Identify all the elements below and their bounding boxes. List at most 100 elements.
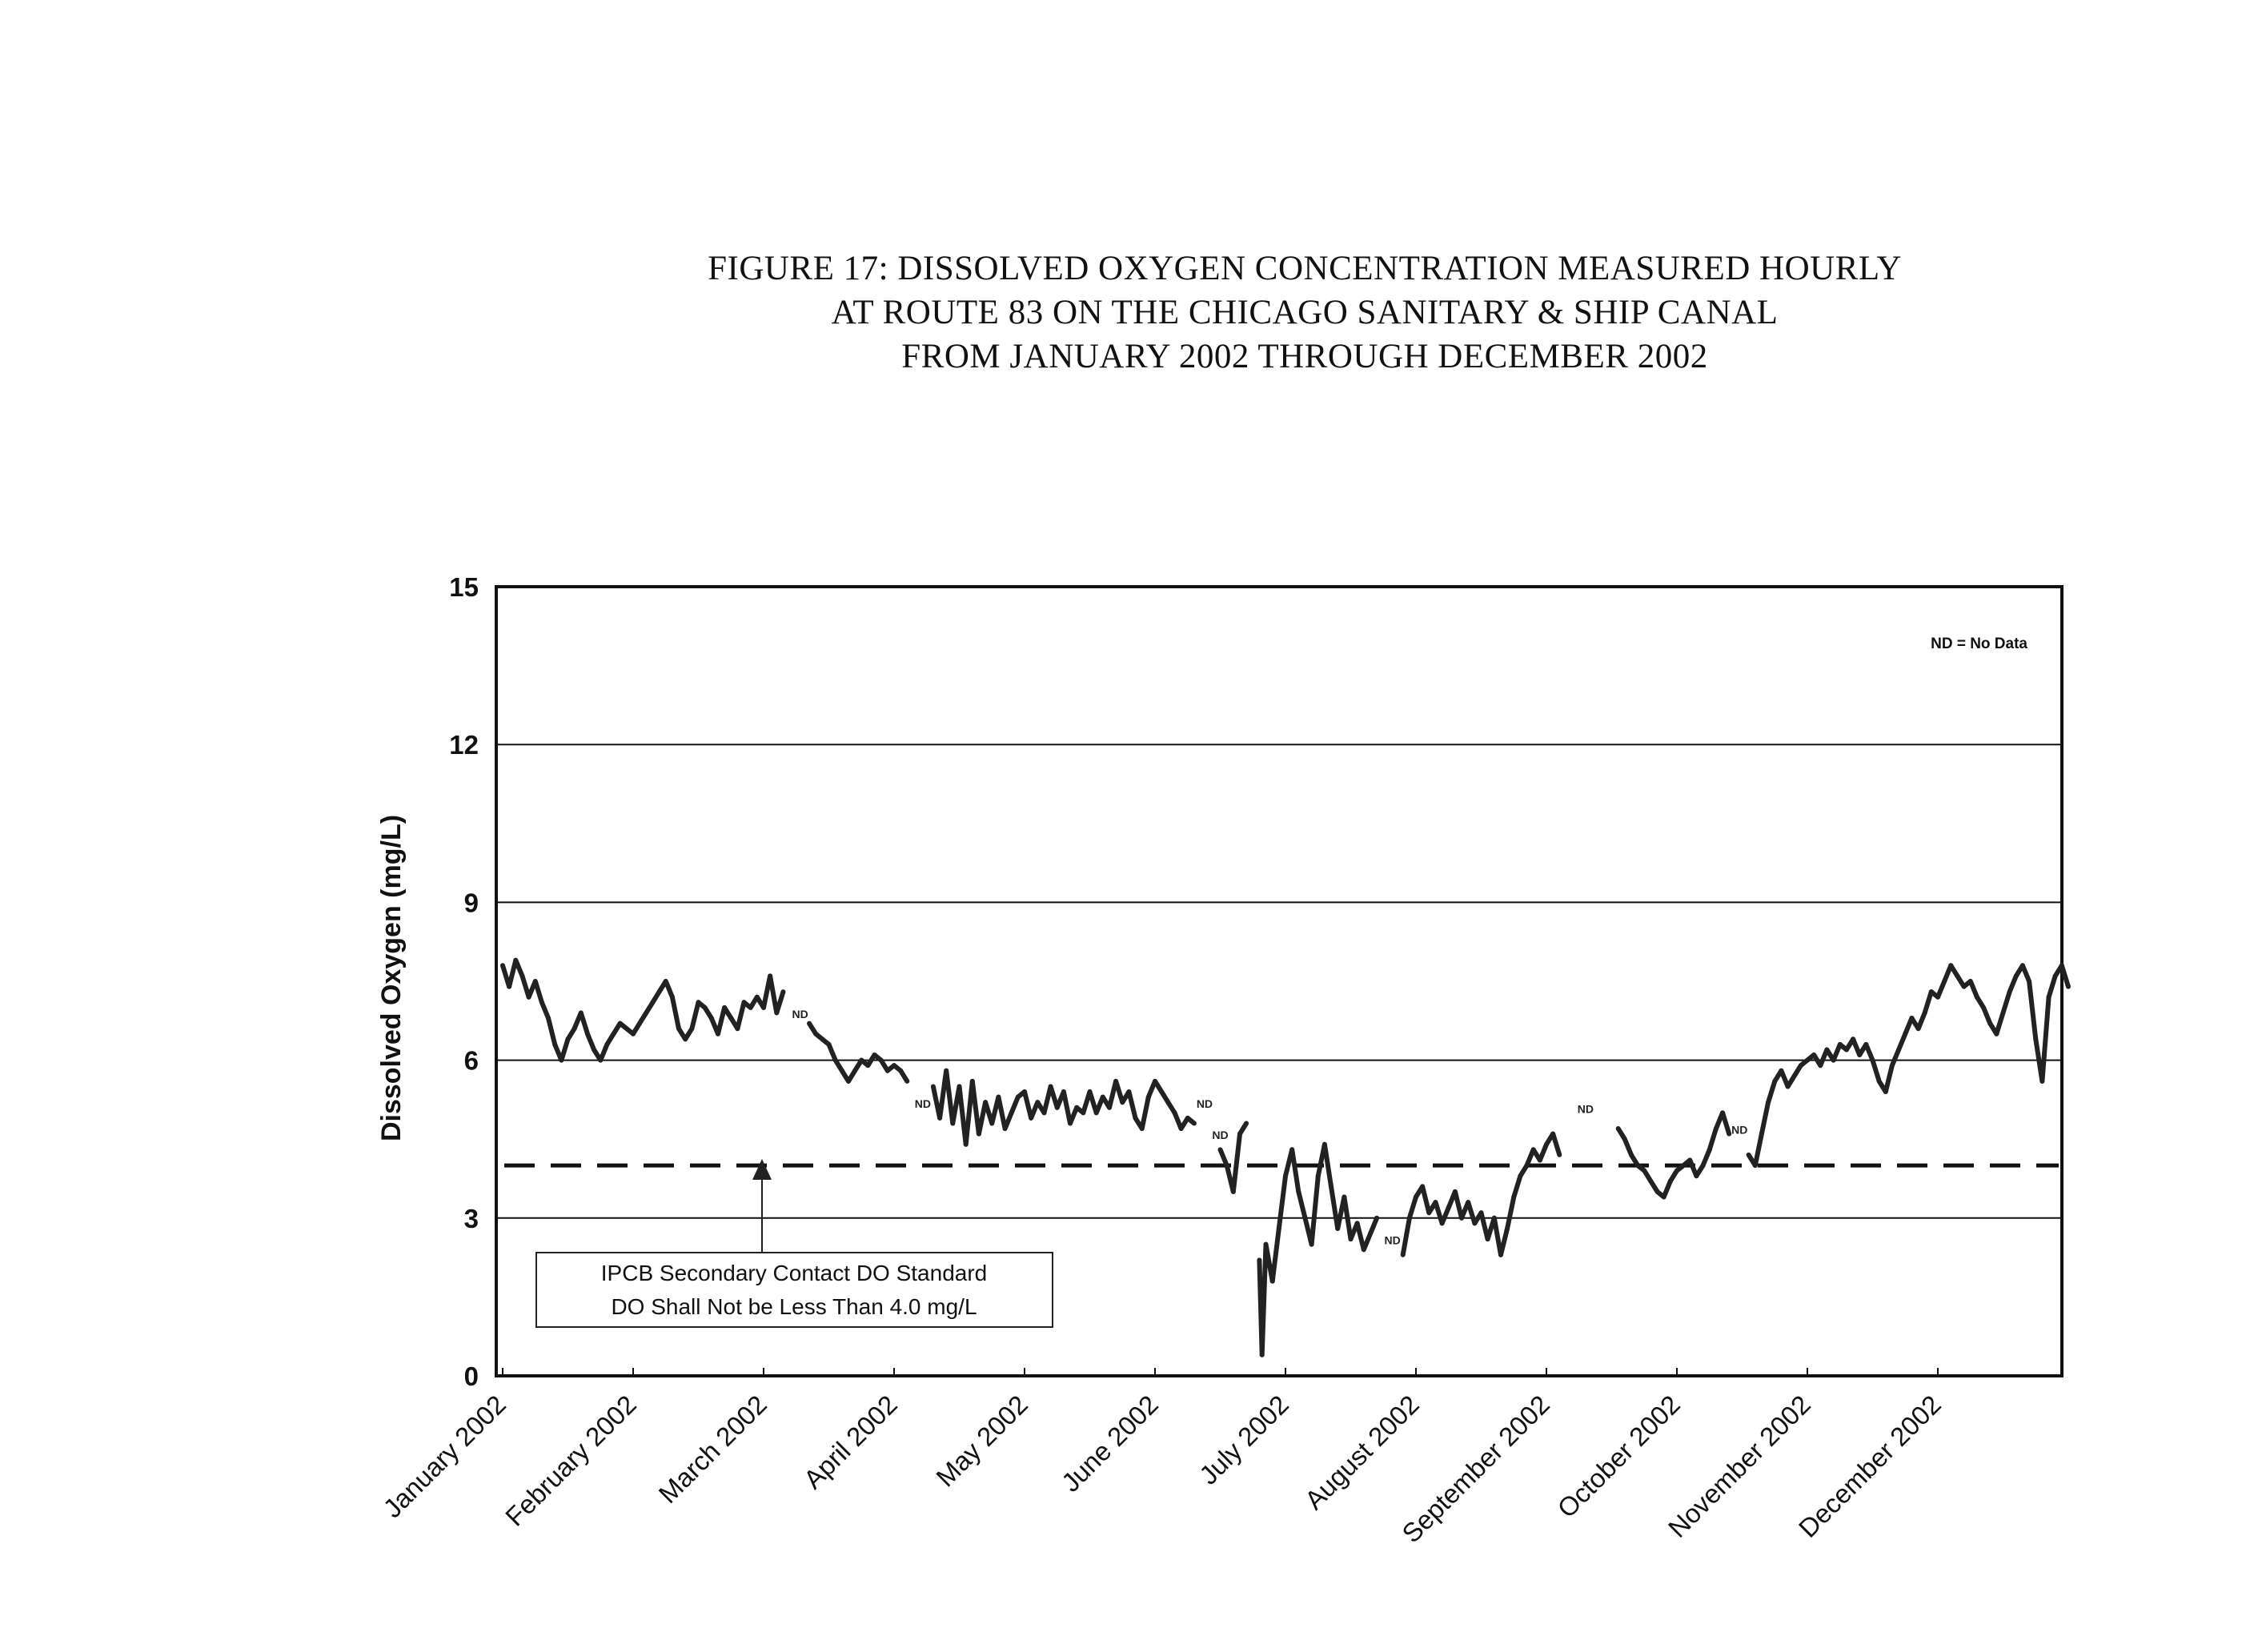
data-point — [722, 1004, 728, 1010]
nd-label: ND — [1385, 1234, 1401, 1247]
data-point — [1074, 1105, 1080, 1110]
data-point — [983, 1100, 989, 1105]
data-point — [1518, 1173, 1523, 1179]
data-point — [526, 994, 531, 1000]
data-point — [1831, 1057, 1836, 1063]
data-point — [1414, 1194, 1418, 1200]
data-point — [696, 1000, 701, 1005]
data-point — [1915, 1026, 1921, 1032]
data-point — [1837, 1041, 1843, 1047]
data-point — [1009, 1110, 1014, 1116]
data-point — [1269, 1278, 1275, 1284]
data-point — [1707, 1147, 1712, 1153]
data-point — [604, 1041, 610, 1047]
data-point — [1322, 1141, 1327, 1147]
data-point — [1667, 1178, 1673, 1184]
data-point — [689, 1026, 695, 1032]
data-point — [780, 989, 786, 995]
data-point — [1987, 1020, 1993, 1026]
data-point — [2000, 1010, 2006, 1016]
data-point — [1100, 1094, 1105, 1100]
data-point — [1811, 1053, 1817, 1058]
data-point — [2019, 963, 2025, 968]
data-point — [1400, 1252, 1406, 1257]
data-point — [1191, 1121, 1197, 1126]
data-point — [1485, 1237, 1490, 1242]
data-point — [1354, 1221, 1360, 1226]
data-point — [728, 1016, 734, 1021]
data-point — [774, 1010, 780, 1016]
data-point — [611, 1031, 616, 1037]
title-line-1: FIGURE 17: DISSOLVED OXYGEN CONCENTRATIO… — [708, 250, 1902, 287]
data-point — [859, 1057, 864, 1063]
data-point — [1876, 1078, 1882, 1084]
annotation-box — [535, 1252, 1053, 1328]
data-point — [2033, 1037, 2039, 1042]
chart-title: FIGURE 17: DISSOLVED OXYGEN CONCENTRATIO… — [560, 247, 2049, 379]
data-point — [1466, 1200, 1471, 1205]
data-point — [592, 1047, 597, 1053]
data-point — [1785, 1084, 1791, 1089]
data-point — [1263, 1241, 1269, 1247]
data-point — [1863, 1041, 1869, 1047]
data-point — [546, 1016, 551, 1021]
data-point — [1139, 1126, 1145, 1132]
data-point — [1635, 1163, 1641, 1169]
data-point — [898, 1068, 904, 1073]
nd-label: ND — [1731, 1124, 1747, 1137]
data-point — [852, 1068, 858, 1073]
data-point — [963, 1141, 969, 1147]
y-tick-labels: 0 3 6 9 12 15 — [449, 572, 479, 1391]
data-point — [2066, 984, 2071, 989]
data-point — [1165, 1100, 1171, 1105]
data-point — [2013, 973, 2019, 979]
data-point — [761, 1004, 766, 1010]
data-point — [507, 984, 512, 989]
data-point — [539, 1000, 544, 1005]
nd-label: ND — [1578, 1102, 1594, 1115]
data-point — [950, 1121, 956, 1126]
data-point — [1981, 1004, 1987, 1010]
data-point — [1244, 1121, 1249, 1126]
nd-label: ND — [1197, 1097, 1213, 1110]
data-point — [2059, 963, 2064, 968]
data-point — [1296, 1189, 1301, 1194]
data-point — [957, 1084, 962, 1089]
x-tick-label: November 2002 — [1662, 1389, 1816, 1543]
data-point — [1081, 1110, 1086, 1116]
nd-label: ND — [792, 1008, 808, 1020]
data-point — [1335, 1225, 1341, 1231]
data-point — [1113, 1078, 1119, 1084]
title-line-3: FROM JANUARY 2002 THROUGH DECEMBER 2002 — [901, 338, 1708, 375]
data-point — [1779, 1068, 1784, 1073]
standard-annotation: IPCB Secondary Contact DO Standard DO Sh… — [535, 1159, 1053, 1328]
data-point — [1309, 1241, 1314, 1247]
data-point — [1727, 1131, 1732, 1137]
x-tick-label: March 2002 — [653, 1389, 772, 1509]
data-point — [1259, 1352, 1265, 1357]
data-point — [826, 1041, 832, 1047]
data-point — [708, 1016, 714, 1021]
data-point — [1870, 1057, 1875, 1063]
data-point — [930, 1084, 936, 1089]
data-point — [878, 1057, 884, 1063]
data-point — [565, 1037, 571, 1042]
data-point — [669, 994, 675, 1000]
data-point — [1459, 1215, 1465, 1221]
data-point — [1015, 1094, 1021, 1100]
data-point — [872, 1053, 877, 1058]
data-point — [1433, 1200, 1438, 1205]
data-point — [1491, 1215, 1497, 1221]
data-point — [1805, 1057, 1810, 1063]
x-tick-label: February 2002 — [499, 1389, 642, 1532]
data-point — [676, 1026, 682, 1032]
y-tick-label: 3 — [464, 1204, 479, 1233]
data-point — [1367, 1231, 1373, 1237]
data-point — [1766, 1100, 1771, 1105]
data-point — [1446, 1205, 1451, 1210]
data-point — [663, 979, 668, 984]
data-point — [1374, 1215, 1380, 1221]
data-point — [1883, 1089, 1888, 1095]
